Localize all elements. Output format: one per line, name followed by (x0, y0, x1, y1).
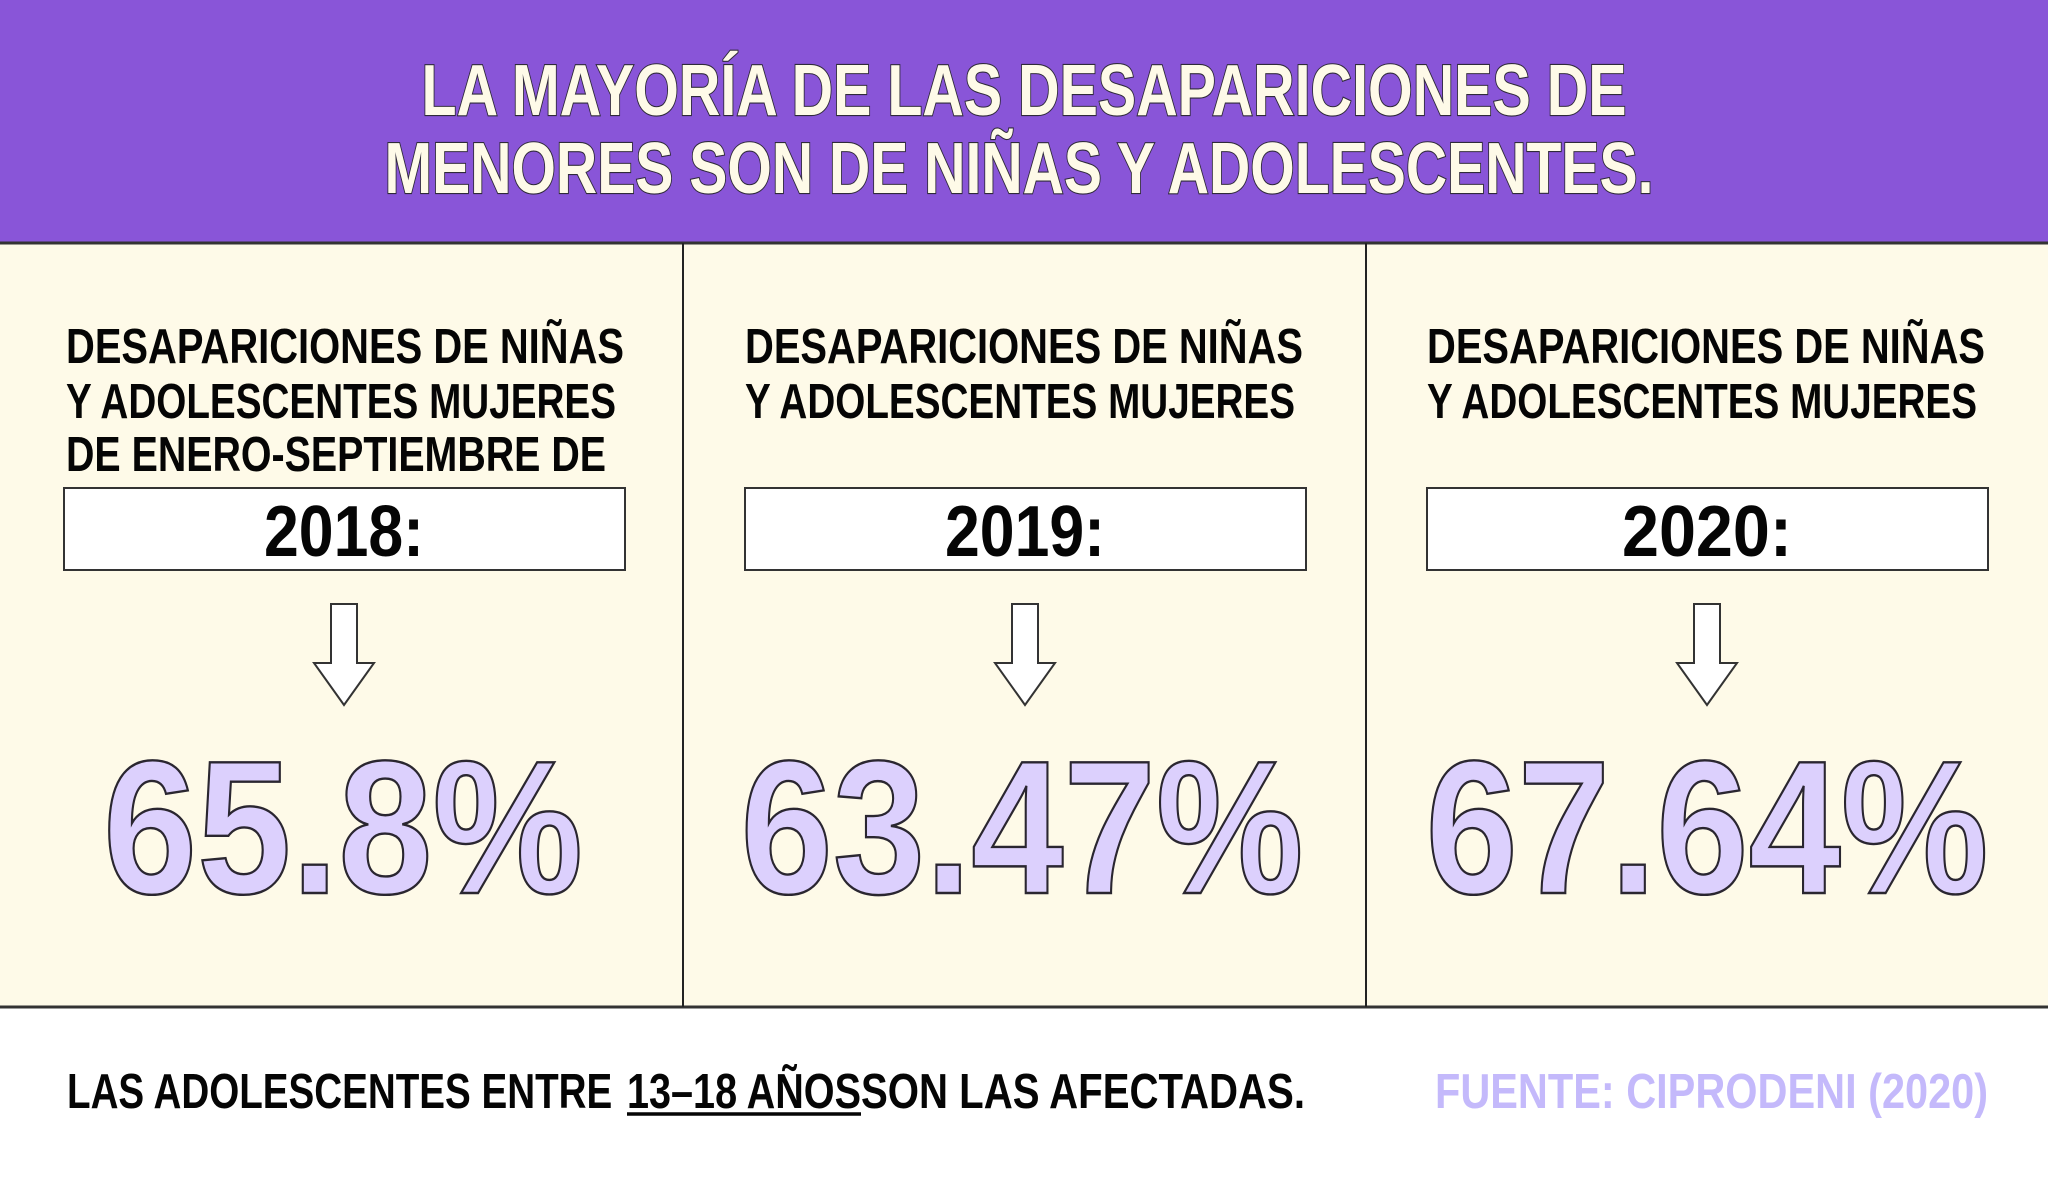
year-box (63, 487, 626, 571)
year-label: 2018: (264, 492, 424, 572)
percent-value: 67.64% (1426, 722, 1989, 934)
percent-value: 65.8% (103, 722, 583, 934)
footer-statement-highlight: 13–18 AÑOS (627, 1065, 861, 1119)
percent-value: 63.47% (741, 722, 1304, 934)
column-heading-line-2: Y ADOLESCENTES MUJERES (1427, 375, 1977, 429)
stat-column-2019: DESAPARICIONES DE NIÑAS Y ADOLESCENTES M… (739, 320, 1307, 935)
year-label: 2020: (1622, 492, 1792, 572)
year-label: 2019: (945, 492, 1105, 572)
stats-panels: DESAPARICIONES DE NIÑAS Y ADOLESCENTES M… (0, 241, 2048, 1009)
arrow-down-icon (312, 603, 376, 707)
footer: LAS ADOLESCENTES ENTRE 13–18 AÑOS SON LA… (67, 1065, 1988, 1119)
column-heading-line-2: Y ADOLESCENTES MUJERES (745, 375, 1295, 429)
column-heading-line-1: DESAPARICIONES DE NIÑAS (66, 320, 624, 374)
year-box (744, 487, 1307, 571)
footer-statement: LAS ADOLESCENTES ENTRE 13–18 AÑOS SON LA… (67, 1065, 1305, 1119)
stat-column-2020: DESAPARICIONES DE NIÑAS Y ADOLESCENTES M… (1424, 320, 1989, 935)
column-heading-line-1: DESAPARICIONES DE NIÑAS (1427, 320, 1985, 374)
column-heading-line-3: DE ENERO-SEPTIEMBRE DE (66, 428, 606, 482)
header-background (0, 0, 2048, 242)
footer-statement-prefix: LAS ADOLESCENTES ENTRE (67, 1065, 623, 1119)
column-heading-line-2: Y ADOLESCENTES MUJERES (66, 375, 616, 429)
header-title-line-1: LA MAYORÍA DE LAS DESAPARICIONES DE (422, 51, 1627, 131)
column-heading-line-1: DESAPARICIONES DE NIÑAS (745, 320, 1303, 374)
year-box (1426, 487, 1989, 571)
header-title-line-2: MENORES SON DE NIÑAS Y ADOLESCENTES. (385, 128, 1654, 209)
stat-column-2018: DESAPARICIONES DE NIÑAS Y ADOLESCENTES M… (63, 320, 626, 935)
source-credit: FUENTE: CIPRODENI (2020) (1435, 1065, 1988, 1119)
footer-statement-suffix: SON LAS AFECTADAS. (861, 1065, 1305, 1119)
header: LA MAYORÍA DE LAS DESAPARICIONES DE MENO… (0, 0, 2048, 242)
arrow-down-icon (993, 603, 1057, 707)
arrow-down-icon (1675, 603, 1739, 707)
